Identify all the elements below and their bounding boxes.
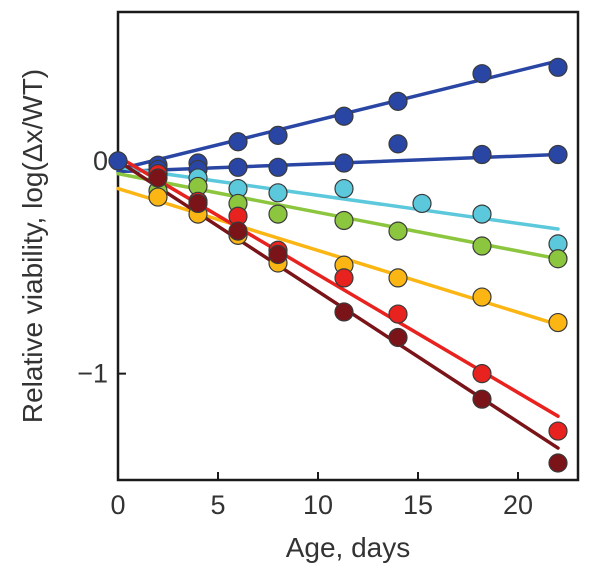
data-point-series-3 [334, 178, 354, 199]
data-point-series-6 [334, 268, 354, 288]
data-point-series-1 [388, 91, 408, 111]
data-point-series-4 [548, 249, 568, 269]
x-tick-label: 15 [403, 490, 433, 520]
x-tick-label: 5 [210, 490, 225, 520]
data-point-series-7 [388, 327, 408, 348]
data-point-series-5 [472, 287, 492, 307]
data-points [108, 57, 568, 473]
data-point-series-2 [548, 144, 568, 165]
y-tick-label: −1 [77, 359, 108, 389]
data-point-series-1 [334, 106, 354, 126]
data-point-series-5 [148, 187, 168, 207]
data-point-series-1 [108, 151, 128, 171]
x-axis-label: Age, days [286, 532, 411, 563]
data-point-series-5 [388, 268, 408, 288]
data-point-series-1 [472, 64, 492, 84]
data-point-series-6 [472, 364, 492, 384]
data-point-series-3 [472, 204, 492, 224]
data-point-series-1 [228, 132, 248, 152]
data-point-series-2 [334, 153, 354, 173]
data-point-series-2 [268, 157, 288, 177]
data-point-series-2 [228, 157, 248, 177]
data-point-series-5 [548, 312, 568, 333]
data-point-series-6 [388, 304, 408, 324]
data-point-series-7 [548, 453, 568, 473]
data-point-series-2 [472, 144, 492, 165]
data-point-series-2 [388, 134, 408, 154]
x-tick-label: 0 [110, 490, 125, 520]
x-tick-label: 10 [303, 490, 333, 520]
data-point-series-7 [228, 221, 248, 241]
data-point-series-4 [388, 221, 408, 241]
data-point-series-4 [472, 236, 492, 256]
data-point-series-7 [188, 193, 208, 214]
plot-frame [116, 10, 580, 482]
y-axis-label: Relative viability, log(Δx/WT) [17, 69, 48, 423]
data-point-series-1 [268, 125, 288, 145]
data-point-series-1 [548, 57, 568, 77]
data-point-series-3 [412, 193, 432, 214]
x-tick-label: 20 [503, 490, 533, 520]
y-tick-label: 0 [93, 146, 108, 176]
data-point-series-7 [148, 168, 168, 188]
x-axis-ticks: 0 5 10 15 20 [110, 472, 533, 520]
data-point-series-7 [268, 244, 288, 265]
data-point-series-7 [334, 302, 354, 322]
data-point-series-6 [548, 421, 568, 441]
data-point-series-4 [268, 204, 288, 224]
data-point-series-3 [268, 183, 288, 203]
data-point-series-4 [334, 210, 354, 231]
data-point-series-7 [472, 389, 492, 409]
